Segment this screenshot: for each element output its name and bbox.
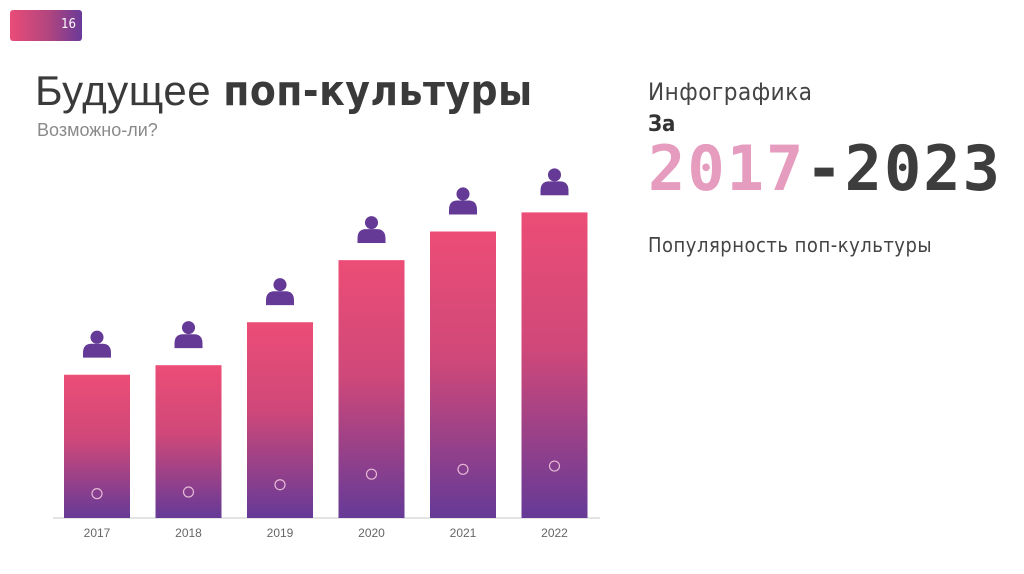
- x-tick-label-2017: 2017: [84, 526, 111, 540]
- bar-marker-2017: [91, 488, 103, 500]
- bar-marker-2021: [457, 463, 469, 475]
- bar-2018: [155, 365, 222, 518]
- x-tick-label-2020: 2020: [358, 526, 385, 540]
- page-title: Будущее поп-культуры: [35, 66, 533, 115]
- bar-marker-2018: [182, 486, 195, 498]
- slide-number: 16: [61, 17, 76, 32]
- bar-2021: [430, 231, 496, 518]
- infographic-label: Инфографика: [648, 78, 813, 106]
- year-from: 2017: [648, 132, 806, 205]
- person-icon: [174, 321, 203, 349]
- bar-2017: [64, 374, 130, 518]
- za-label: За: [648, 112, 676, 137]
- title-bold: поп-культуры: [223, 66, 533, 115]
- year-dash: -: [805, 132, 845, 205]
- person-icon: [449, 187, 477, 215]
- bar-marker-2019: [274, 479, 286, 491]
- x-tick-label-2019: 2019: [267, 526, 294, 540]
- year-range: 2017-2023: [648, 132, 1002, 205]
- x-tick-label-2018: 2018: [175, 526, 202, 540]
- bar-2020: [338, 260, 405, 518]
- x-tick-label-2021: 2021: [450, 526, 477, 540]
- person-icon: [83, 330, 111, 358]
- page-subtitle: Возможно-ли?: [37, 120, 158, 140]
- person-icon: [266, 278, 294, 306]
- bar-2022: [521, 212, 588, 518]
- bar-2019: [247, 322, 313, 518]
- person-icon: [357, 216, 386, 244]
- bar-marker-2022: [548, 460, 561, 472]
- person-icon: [540, 168, 569, 196]
- popularity-label: Популярность поп-культуры: [648, 233, 933, 257]
- title-regular: Будущее: [35, 67, 212, 114]
- year-to: 2023: [844, 132, 1002, 205]
- x-tick-label-2022: 2022: [541, 526, 568, 540]
- bar-marker-2020: [365, 468, 378, 480]
- slide-number-badge: 16: [10, 10, 82, 41]
